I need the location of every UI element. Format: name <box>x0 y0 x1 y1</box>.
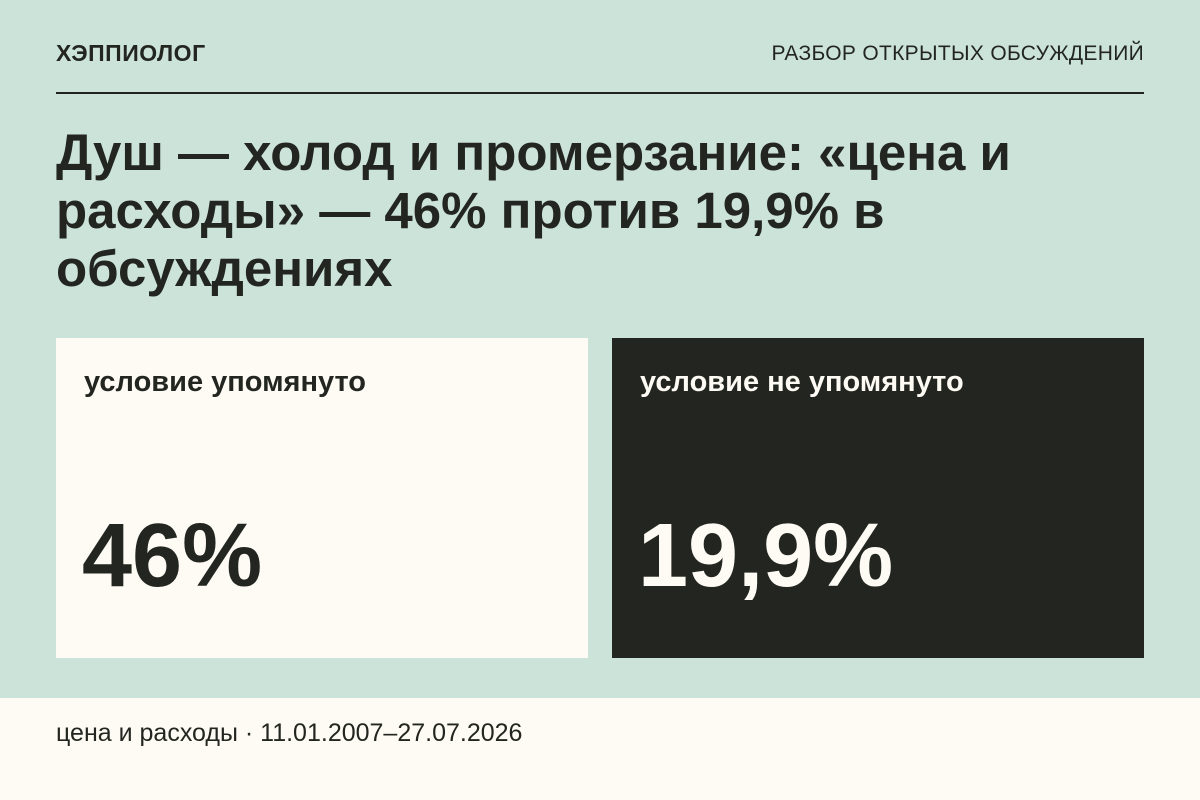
section-label: РАЗБОР ОТКРЫТЫХ ОБСУЖДЕНИЙ <box>771 42 1144 65</box>
headline: Душ — холод и промерзание: «цена и расхо… <box>56 124 1011 297</box>
panel-mentioned-label: условие упомянуто <box>84 366 367 398</box>
panel-condition-not-mentioned: условие не упомянуто 19,9% <box>612 338 1144 658</box>
footer-caption: цена и расходы · 11.01.2007–27.07.2026 <box>56 719 523 747</box>
header-divider <box>56 92 1144 94</box>
panel-not-mentioned-value: 19,9% <box>638 506 894 606</box>
footer: цена и расходы · 11.01.2007–27.07.2026 <box>0 698 1200 800</box>
panel-not-mentioned-label: условие не упомянуто <box>640 366 964 398</box>
panel-mentioned-value: 46% <box>82 506 263 606</box>
panel-condition-mentioned: условие упомянуто 46% <box>56 338 588 658</box>
brand-name: ХЭППИОЛОГ <box>56 40 206 66</box>
